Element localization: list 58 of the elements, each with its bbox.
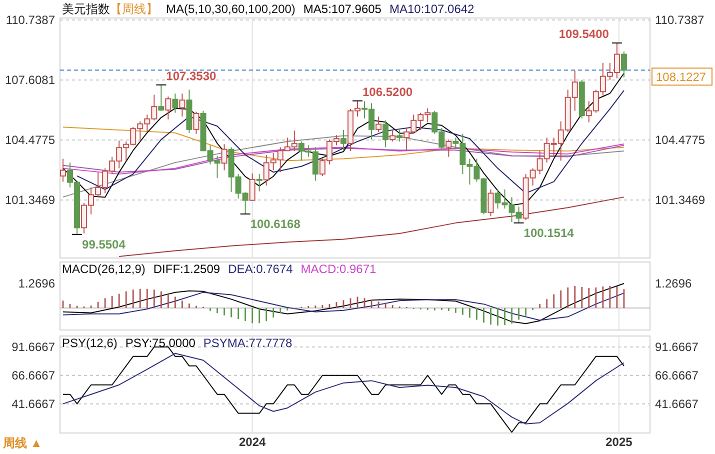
y-tick-label: 41.6667	[12, 396, 56, 411]
y-tick-label: 107.6081	[4, 72, 56, 87]
candlestick	[179, 93, 186, 118]
legend-title: MA(5,10,30,60,100,200)	[166, 2, 296, 16]
candlestick	[172, 93, 178, 114]
text: MA5:107.9605	[303, 2, 382, 16]
chart-title: PSY(12,6)	[62, 336, 118, 350]
candlestick	[256, 174, 262, 192]
annotation: 100.6168	[250, 216, 301, 231]
y-tick-label: 91.6667	[12, 340, 56, 354]
series-label: DEA:0.7674	[228, 262, 294, 276]
y2-tick-label: 41.6667	[655, 396, 699, 411]
candlestick	[620, 50, 627, 78]
y2-tick-label: 104.4775	[655, 132, 706, 147]
line-series	[62, 352, 624, 424]
candlestick	[376, 116, 382, 132]
y-tick-label: 101.3469	[4, 192, 56, 207]
candlestick	[249, 172, 256, 202]
y2-tick-label: 91.6667	[655, 340, 699, 354]
series-label: PSY:75.0000	[125, 336, 196, 350]
candlestick	[158, 84, 164, 112]
y-tick-label: 110.7387	[6, 13, 56, 27]
annotation: 99.5504	[82, 237, 126, 252]
line-series	[76, 90, 624, 194]
ref-line-label: 108.1227	[656, 70, 706, 84]
candlestick	[340, 129, 346, 152]
candlestick	[446, 139, 452, 158]
chart-title: MACD(26,12,9)	[62, 262, 146, 276]
text: MA10:107.0642	[389, 2, 475, 16]
y2-tick-label: 110.7387	[655, 13, 704, 27]
candlestick	[390, 129, 396, 142]
annotation: 109.5400	[558, 26, 610, 41]
y2-tick-label: 101.3469	[655, 192, 706, 207]
candlestick	[221, 144, 228, 171]
series-label: PSYMA:77.7778	[203, 336, 292, 350]
y2-tick-label: 66.6667	[655, 368, 699, 382]
candlestick	[193, 111, 200, 134]
candlestick	[396, 129, 403, 142]
candlestick	[165, 96, 172, 120]
x-tick-label: 2024	[238, 435, 266, 449]
chart-title: 美元指数	[62, 2, 110, 16]
annotation: 106.5200	[362, 84, 413, 99]
line-series	[62, 135, 624, 198]
annotation: 100.1514	[524, 226, 574, 240]
text: 1.2696	[18, 276, 56, 291]
text: 1.2696	[655, 276, 692, 291]
x-tick-label: 2025	[606, 435, 633, 449]
candlestick	[60, 158, 66, 182]
y-tick-label: 66.6667	[12, 368, 56, 382]
candlestick	[382, 120, 389, 148]
series-label: DIFF:1.2509	[153, 262, 220, 276]
y-tick-label: 104.4775	[4, 132, 56, 147]
annotation: 107.3530	[166, 68, 217, 83]
series-label: MACD:0.9671	[300, 262, 376, 276]
candlestick	[488, 188, 494, 217]
text: 周线 ▲	[2, 436, 42, 450]
line-series	[62, 126, 624, 162]
chart-subtitle: 【周线】	[110, 2, 158, 16]
